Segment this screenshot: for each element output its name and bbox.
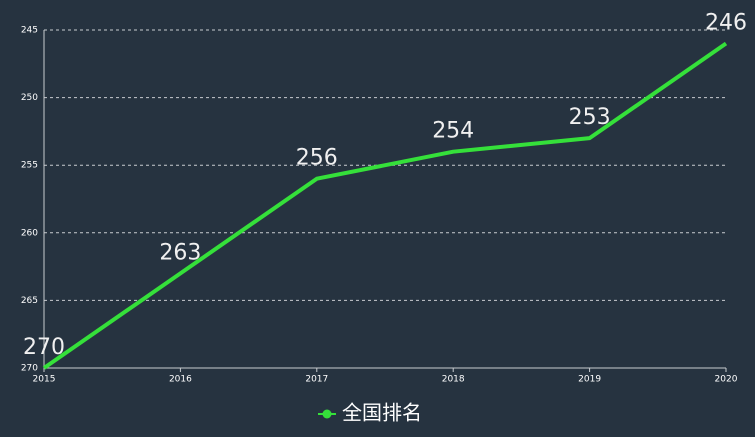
y-tick-label: 265: [21, 296, 38, 306]
line: [42, 41, 728, 370]
x-tick-label: 2019: [578, 375, 601, 385]
x-tick-label: 2015: [33, 375, 56, 385]
value-label: 263: [159, 240, 201, 265]
legend-label: 全国排名: [342, 401, 422, 425]
y-tick-label: 250: [21, 93, 38, 103]
y-tick-label: 270: [21, 364, 38, 374]
y-tick-label: 255: [21, 161, 38, 171]
x-tick-label: 2018: [442, 375, 465, 385]
x-tick-label: 2016: [169, 375, 192, 385]
legend-marker: [322, 409, 332, 419]
value-label: 253: [569, 105, 611, 130]
x-tick-label: 2017: [305, 375, 328, 385]
value-label: 254: [432, 119, 474, 144]
value-label: 270: [23, 335, 65, 360]
value-label: 246: [705, 11, 747, 36]
y-tick-label: 245: [21, 26, 38, 36]
value-label: 256: [296, 146, 338, 171]
x-tick-label: 2020: [715, 375, 738, 385]
y-tick-label: 260: [21, 228, 38, 238]
